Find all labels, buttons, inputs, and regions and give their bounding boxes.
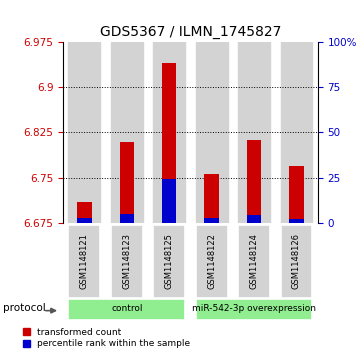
Bar bbox=[238, 225, 270, 298]
Text: control: control bbox=[111, 305, 143, 314]
Bar bbox=[119, 214, 134, 223]
Bar bbox=[196, 225, 227, 298]
Bar bbox=[111, 225, 143, 298]
Legend: transformed count, percentile rank within the sample: transformed count, percentile rank withi… bbox=[23, 327, 190, 348]
Text: GSM1148125: GSM1148125 bbox=[165, 233, 174, 289]
Bar bbox=[196, 42, 227, 223]
Bar bbox=[162, 63, 177, 223]
Bar bbox=[69, 42, 100, 223]
Text: miR-542-3p overexpression: miR-542-3p overexpression bbox=[192, 305, 316, 314]
Text: GSM1148121: GSM1148121 bbox=[80, 233, 89, 289]
Bar bbox=[280, 42, 312, 223]
Bar bbox=[153, 42, 185, 223]
Bar bbox=[69, 225, 100, 298]
Bar bbox=[238, 42, 270, 223]
Bar bbox=[204, 174, 219, 223]
Bar bbox=[280, 225, 312, 298]
Bar bbox=[247, 215, 261, 223]
Text: protocol: protocol bbox=[3, 303, 46, 313]
Text: GSM1148122: GSM1148122 bbox=[207, 233, 216, 289]
Text: GSM1148123: GSM1148123 bbox=[122, 233, 131, 289]
Bar bbox=[196, 299, 312, 320]
Text: GSM1148124: GSM1148124 bbox=[249, 233, 258, 289]
Text: GSM1148126: GSM1148126 bbox=[292, 233, 301, 289]
Bar bbox=[77, 219, 92, 223]
Bar bbox=[111, 42, 143, 223]
Bar bbox=[247, 140, 261, 223]
Bar bbox=[289, 219, 304, 223]
Bar bbox=[119, 142, 134, 223]
Title: GDS5367 / ILMN_1745827: GDS5367 / ILMN_1745827 bbox=[100, 25, 281, 39]
Bar bbox=[162, 179, 177, 223]
Bar bbox=[204, 219, 219, 223]
Bar bbox=[77, 202, 92, 223]
Bar bbox=[289, 166, 304, 223]
Bar bbox=[153, 225, 185, 298]
Bar bbox=[69, 299, 185, 320]
